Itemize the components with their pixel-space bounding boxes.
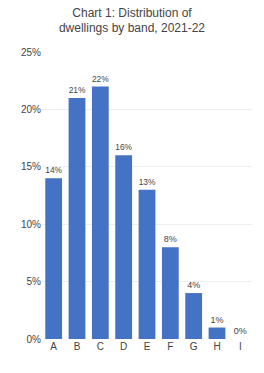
svg-text:20%: 20%: [21, 104, 41, 115]
svg-text:G: G: [190, 341, 198, 352]
svg-text:H: H: [213, 341, 220, 352]
svg-text:E: E: [144, 341, 151, 352]
svg-text:5%: 5%: [27, 276, 42, 287]
svg-text:15%: 15%: [21, 161, 41, 172]
svg-text:1%: 1%: [210, 315, 223, 325]
svg-text:8%: 8%: [164, 234, 177, 244]
svg-text:I: I: [239, 341, 242, 352]
svg-text:0%: 0%: [27, 334, 42, 345]
svg-text:13%: 13%: [139, 177, 156, 187]
svg-text:22%: 22%: [92, 74, 109, 84]
svg-text:14%: 14%: [45, 165, 62, 175]
svg-text:A: A: [50, 341, 57, 352]
svg-text:F: F: [167, 341, 173, 352]
svg-text:10%: 10%: [21, 219, 41, 230]
svg-text:C: C: [97, 341, 104, 352]
svg-text:25%: 25%: [21, 47, 41, 58]
svg-text:Chart 1: Distribution ofdwelli: Chart 1: Distribution ofdwellings by ban…: [59, 6, 205, 36]
svg-text:16%: 16%: [115, 142, 132, 152]
svg-text:21%: 21%: [69, 85, 86, 95]
svg-text:4%: 4%: [187, 280, 200, 290]
svg-text:B: B: [74, 341, 81, 352]
svg-text:D: D: [120, 341, 127, 352]
svg-text:0%: 0%: [234, 326, 247, 336]
